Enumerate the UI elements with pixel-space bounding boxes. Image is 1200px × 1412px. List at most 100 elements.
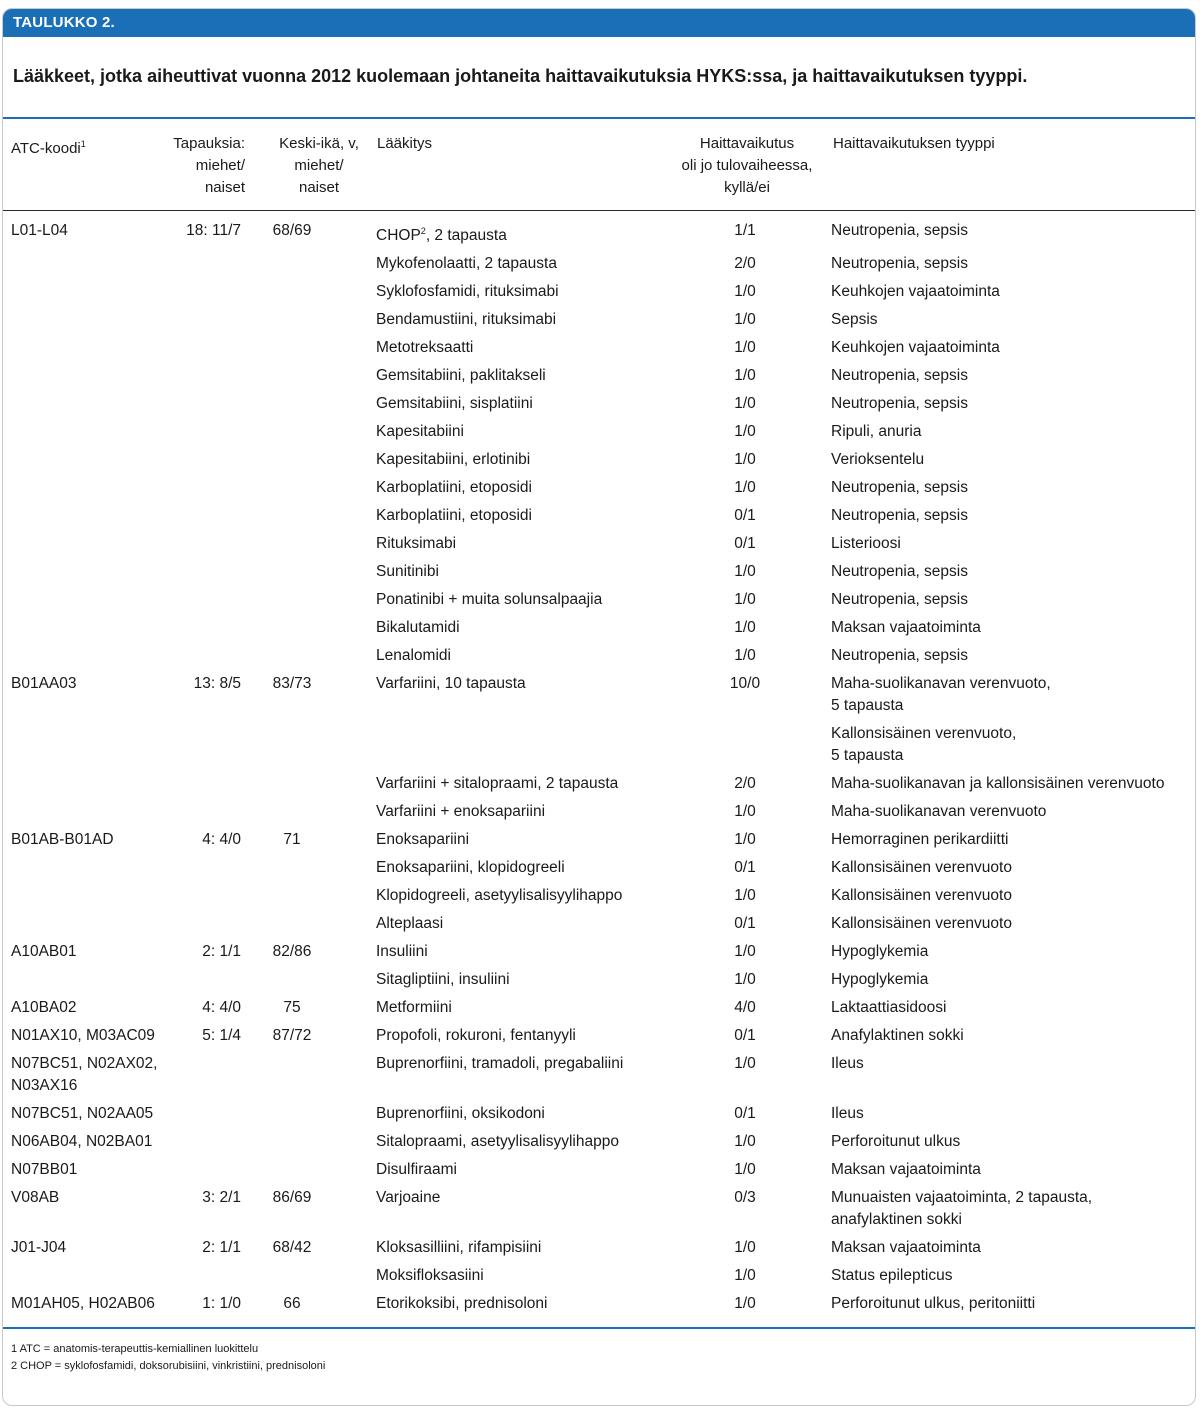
cases-cell	[163, 1159, 243, 1181]
atc-cell	[3, 589, 163, 611]
reaction-type-cell: Neutropenia, sepsis	[831, 563, 968, 581]
admission-cell: 2/0	[734, 255, 756, 273]
reaction-type-cell: Perforoitunut ulkus, peritoniitti	[831, 1295, 1036, 1313]
admission-cell: 1/0	[734, 1295, 756, 1313]
age-cell	[243, 337, 341, 359]
admission-cell: 1/0	[734, 1133, 756, 1151]
admission-cell: 1/0	[734, 563, 756, 581]
table-row: Varfariini + enoksapariini 1/0 Maha-suolik…	[3, 798, 1195, 826]
atc-cell: J01-J04	[11, 1239, 67, 1257]
cases-cell	[163, 281, 243, 303]
reaction-type-cell: Kallonsisäinen verenvuoto	[831, 915, 1012, 933]
atc-cell: N07BC51, N02AX02, N03AX16	[11, 1055, 158, 1095]
age-cell: 68/42	[272, 1239, 312, 1257]
atc-cell	[3, 281, 163, 303]
drug-cell: Karboplatiini, etoposidi	[376, 479, 532, 497]
reaction-type-cell: Laktaattiasidoosi	[831, 999, 947, 1017]
drug-cell: Ponatinibi + muita solunsalpaajia	[376, 591, 603, 609]
table-row: N06AB04, N02BA01 Sitalopraami, asetyylisa…	[3, 1128, 1195, 1156]
age-cell	[243, 561, 341, 583]
drug-cell: Varfariini, 10 tapausta	[376, 675, 526, 693]
admission-cell: 1/0	[734, 887, 756, 905]
table-row: B01AA03 13: 8/5 83/73 Varfariini, 10 tapaus…	[3, 670, 1195, 720]
table-row: Syklofosfamidi, rituksimabi 1/0 Keuhkojen …	[3, 278, 1195, 306]
reaction-type-cell: Kallonsisäinen verenvuoto	[831, 887, 1012, 905]
drug-cell: Sitagliptiini, insuliini	[376, 971, 510, 989]
atc-cell	[3, 421, 163, 443]
atc-cell: B01AB-B01AD	[11, 831, 114, 849]
atc-cell	[3, 773, 163, 795]
atc-cell: A10AB01	[11, 943, 77, 961]
admission-cell: 1/0	[734, 1161, 756, 1179]
admission-cell: 1/0	[734, 619, 756, 637]
age-cell	[243, 723, 341, 767]
table-row: A10AB01 2: 1/1 82/86 Insuliini 1/0 Hypoglykem…	[3, 938, 1195, 966]
drug-cell: Varfariini + enoksapariini	[376, 803, 546, 821]
admission-cell: 1/0	[734, 367, 756, 385]
reaction-type-cell: Maksan vajaatoiminta	[831, 1161, 981, 1179]
reaction-type-cell: Neutropenia, sepsis	[831, 255, 968, 273]
drug-cell: Moksifloksasiini	[376, 1267, 484, 1285]
drug-name-tail: , 2 tapausta	[425, 227, 507, 245]
drug-cell: Klopidogreeli, asetyylisalisyylihappo	[376, 887, 623, 905]
table-row: A10BA02 4: 4/0 75 Metformiini 4/0 Laktaattias…	[3, 994, 1195, 1022]
atc-cell	[3, 969, 163, 991]
admission-cell: 0/3	[734, 1189, 756, 1207]
cases-cell	[163, 253, 243, 275]
cases-cell	[163, 723, 243, 767]
drug-cell	[341, 723, 675, 767]
age-cell	[243, 309, 341, 331]
age-cell	[243, 477, 341, 499]
reaction-type-cell: Listerioosi	[831, 535, 901, 553]
cases-cell: 2: 1/1	[202, 1239, 241, 1257]
drug-cell: Kapesitabiini	[376, 423, 464, 441]
admission-cell: 1/0	[734, 831, 756, 849]
age-cell: 71	[283, 831, 301, 849]
table-row: Rituksimabi 0/1 Listerioosi	[3, 530, 1195, 558]
footnote-marker: 2	[420, 226, 426, 236]
reaction-type-cell: Kallonsisäinen verenvuoto, 5 tapausta	[831, 725, 1017, 765]
reaction-type-cell: Munuaisten vajaatoiminta, 2 tapausta, an…	[831, 1189, 1093, 1229]
drug-cell: Disulfiraami	[376, 1161, 457, 1179]
admission-cell	[675, 723, 815, 767]
admission-cell: 0/1	[734, 1105, 756, 1123]
reaction-type-cell: Maha-suolikanavan verenvuoto	[831, 803, 1047, 821]
age-cell	[243, 801, 341, 823]
age-cell	[243, 253, 341, 275]
admission-cell: 0/1	[734, 535, 756, 553]
cases-cell	[163, 857, 243, 879]
atc-cell: N06AB04, N02BA01	[11, 1133, 153, 1151]
reaction-type-cell: Hypoglykemia	[831, 971, 929, 989]
drug-cell: Buprenorfiini, oksikodoni	[376, 1105, 545, 1123]
age-cell	[243, 421, 341, 443]
drug-cell: Karboplatiini, etoposidi	[376, 507, 532, 525]
header-at-admission: Haittavaikutus oli jo tulovaiheessa, kyl…	[681, 135, 813, 196]
atc-cell	[3, 253, 163, 275]
age-cell: 87/72	[272, 1027, 312, 1045]
age-cell	[243, 589, 341, 611]
drug-cell: Kapesitabiini, erlotinibi	[376, 451, 531, 469]
admission-cell: 1/0	[734, 647, 756, 665]
cases-cell	[163, 969, 243, 991]
bottom-rule	[3, 1327, 1195, 1329]
reaction-type-cell: Neutropenia, sepsis	[831, 395, 968, 413]
table-row: Kallonsisäinen verenvuoto, 5 tapausta	[3, 720, 1195, 770]
table-row: Klopidogreeli, asetyylisalisyylihappo 1/0…	[3, 882, 1195, 910]
cases-cell	[163, 449, 243, 471]
atc-cell	[3, 309, 163, 331]
cases-cell	[163, 1103, 243, 1125]
age-cell	[243, 773, 341, 795]
admission-cell: 1/0	[734, 1239, 756, 1257]
atc-cell: V08AB	[11, 1189, 60, 1207]
reaction-type-cell: Neutropenia, sepsis	[831, 222, 968, 239]
reaction-type-cell: Neutropenia, sepsis	[831, 591, 968, 609]
age-cell	[243, 281, 341, 303]
drug-cell: Sunitinibi	[376, 563, 439, 581]
table-body: L01-L04 18: 11/7 68/69 CHOP2, 2 tapausta 1/1…	[3, 217, 1195, 1318]
age-cell	[243, 857, 341, 879]
admission-cell: 1/0	[734, 311, 756, 329]
top-rule	[3, 117, 1195, 119]
atc-cell	[3, 857, 163, 879]
age-cell: 82/86	[272, 943, 312, 961]
table-row: N07BC51, N02AA05 Buprenorfiini, oksikodon…	[3, 1100, 1195, 1128]
